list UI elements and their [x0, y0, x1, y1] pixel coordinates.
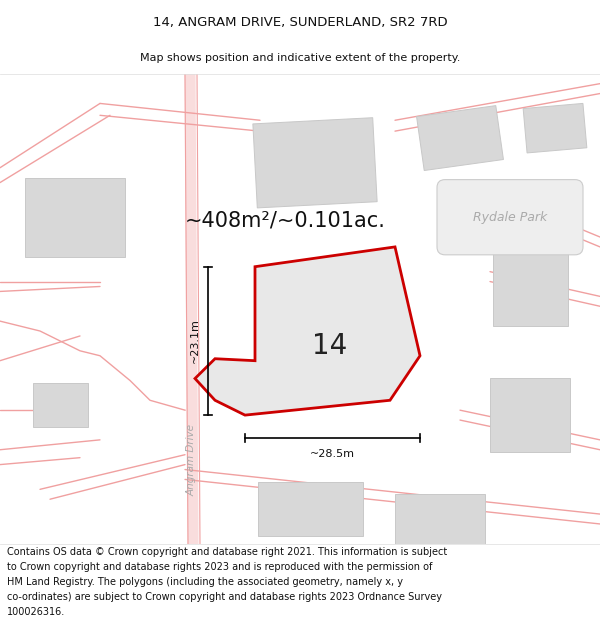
Text: 14: 14 [313, 332, 347, 360]
Text: 100026316.: 100026316. [7, 607, 65, 617]
Text: HM Land Registry. The polygons (including the associated geometry, namely x, y: HM Land Registry. The polygons (includin… [7, 577, 403, 587]
Polygon shape [395, 494, 485, 544]
Text: co-ordinates) are subject to Crown copyright and database rights 2023 Ordnance S: co-ordinates) are subject to Crown copyr… [7, 592, 442, 602]
Polygon shape [490, 378, 570, 452]
Polygon shape [195, 247, 420, 415]
Text: 14, ANGRAM DRIVE, SUNDERLAND, SR2 7RD: 14, ANGRAM DRIVE, SUNDERLAND, SR2 7RD [152, 16, 448, 29]
Text: ~408m²/~0.101ac.: ~408m²/~0.101ac. [185, 210, 385, 230]
Text: Map shows position and indicative extent of the property.: Map shows position and indicative extent… [140, 52, 460, 62]
FancyBboxPatch shape [437, 179, 583, 255]
Text: Contains OS data © Crown copyright and database right 2021. This information is : Contains OS data © Crown copyright and d… [7, 547, 448, 557]
Text: to Crown copyright and database rights 2023 and is reproduced with the permissio: to Crown copyright and database rights 2… [7, 562, 433, 572]
Text: Rydale Park: Rydale Park [473, 211, 547, 224]
Polygon shape [32, 383, 88, 428]
Text: ~28.5m: ~28.5m [310, 449, 355, 459]
Polygon shape [25, 177, 125, 257]
Text: ~23.1m: ~23.1m [190, 319, 200, 363]
Polygon shape [416, 106, 503, 171]
Polygon shape [257, 482, 362, 536]
Text: Angram Drive: Angram Drive [187, 424, 197, 496]
Polygon shape [493, 247, 568, 326]
Polygon shape [523, 103, 587, 153]
Polygon shape [253, 118, 377, 208]
